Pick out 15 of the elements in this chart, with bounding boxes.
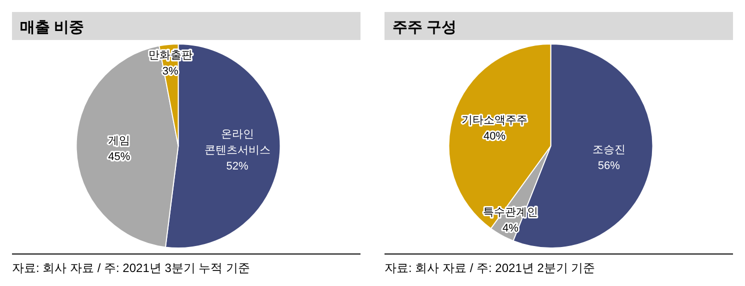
chart-title: 매출 비중 <box>20 19 84 36</box>
data-label: 4% <box>502 222 519 234</box>
data-label: 40% <box>483 130 506 143</box>
chart-title: 주주 구성 <box>392 19 457 36</box>
text: 자료: 회사 자료 / 주: 2021년 2분기 기준 <box>384 261 596 275</box>
data-label: 52% <box>226 160 249 173</box>
slice-label: 만화출판 <box>148 50 192 62</box>
text: 자료: 회사 자료 / 주: 2021년 3분기 누적 기준 <box>12 261 250 275</box>
data-label: 45% <box>108 150 130 163</box>
slice-label: 특수관계인 <box>482 206 538 218</box>
slice-label: 기타소액주주 <box>461 114 528 127</box>
slice-label: 온라인 콘텐츠서비스 <box>204 128 270 157</box>
data-label: 56% <box>598 160 620 172</box>
slice-label: 조승진 <box>592 144 626 156</box>
slice-label: 게임 <box>108 134 130 147</box>
